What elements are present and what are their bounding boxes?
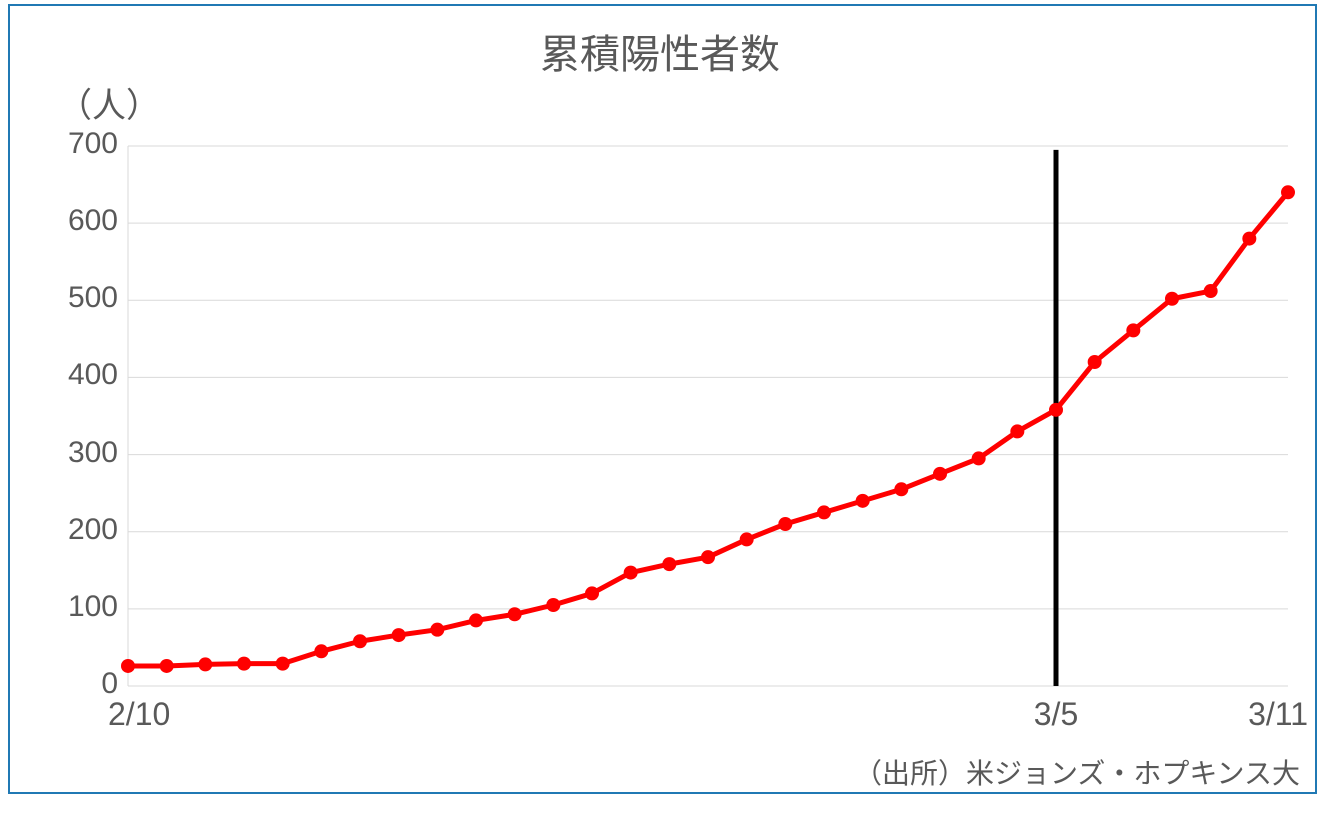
y-tick-label: 500 [48,281,118,315]
y-tick-label: 100 [48,590,118,624]
series-line [128,192,1288,666]
series-marker [894,482,908,496]
series-marker [237,657,251,671]
series-marker [972,451,986,465]
series-marker [624,566,638,580]
series-marker [121,659,135,673]
y-tick-label: 200 [48,513,118,547]
y-tick-label: 300 [48,436,118,470]
series-marker [314,644,328,658]
series-marker [701,550,715,564]
chart-plot [0,0,1325,821]
series-marker [1010,424,1024,438]
series-marker [1126,323,1140,337]
series-marker [276,657,290,671]
series-marker [546,598,560,612]
y-tick-label: 600 [48,204,118,238]
series-marker [778,517,792,531]
x-tick-label: 3/5 [1011,696,1101,733]
series-marker [662,557,676,571]
series-marker [856,494,870,508]
y-tick-label: 700 [48,127,118,161]
series-marker [469,613,483,627]
x-tick-label: 2/10 [108,696,198,733]
series-marker [430,623,444,637]
y-tick-label: 400 [48,358,118,392]
source-label: （出所）米ジョンズ・ホプキンス大 [854,752,1300,792]
series-marker [160,659,174,673]
series-marker [933,467,947,481]
series-marker [1049,403,1063,417]
series-marker [1165,292,1179,306]
series-marker [198,657,212,671]
series-marker [1281,185,1295,199]
series-marker [392,628,406,642]
series-marker [1204,284,1218,298]
series-marker [585,586,599,600]
series-marker [1242,232,1256,246]
series-marker [740,532,754,546]
series-marker [353,634,367,648]
series-marker [508,607,522,621]
series-marker [1088,355,1102,369]
series-marker [817,505,831,519]
x-tick-label: 3/11 [1218,696,1308,733]
